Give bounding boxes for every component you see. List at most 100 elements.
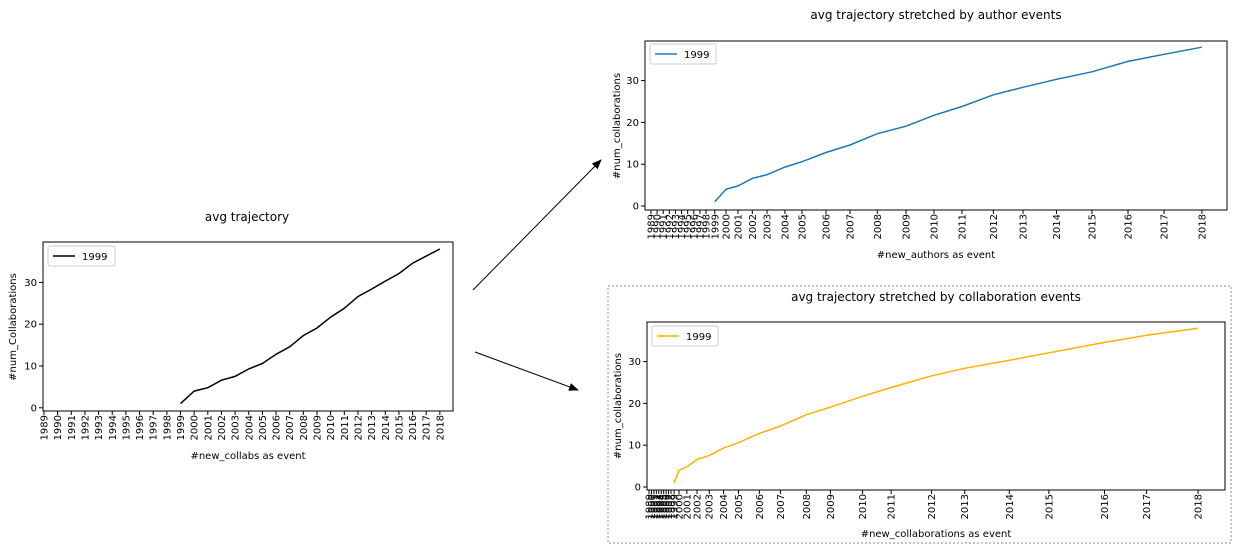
x-tick-label: 2005 bbox=[798, 214, 809, 239]
x-tick-label: 2007 bbox=[285, 415, 296, 440]
x-tick-label: 2012 bbox=[353, 415, 364, 440]
y-axis-label: #num_Collaborations bbox=[8, 273, 19, 381]
x-tick-label: 2005 bbox=[734, 494, 745, 519]
x-tick-label: 1999 bbox=[670, 494, 681, 519]
x-tick-label: 2016 bbox=[1100, 494, 1111, 519]
x-tick-label: 2018 bbox=[1194, 494, 1205, 519]
x-tick-label: 2009 bbox=[313, 415, 324, 440]
x-tick-label: 2003 bbox=[231, 415, 242, 440]
y-tick-label: 0 bbox=[635, 483, 641, 494]
x-tick-label: 2003 bbox=[763, 214, 774, 239]
x-tick-label: 2009 bbox=[902, 214, 913, 239]
x-tick-label: 2002 bbox=[217, 415, 228, 440]
x-tick-label: 2015 bbox=[1044, 494, 1055, 519]
x-tick-label: 2002 bbox=[748, 214, 759, 239]
x-tick-label: 2009 bbox=[826, 494, 837, 519]
x-tick-label: 1991 bbox=[649, 494, 660, 519]
x-tick-label: 2000 bbox=[722, 214, 733, 239]
x-tick-label: 1996 bbox=[135, 415, 146, 440]
x-tick-label: 1994 bbox=[108, 415, 119, 440]
x-tick-label: 2011 bbox=[958, 214, 969, 239]
x-tick-label: 2004 bbox=[244, 415, 255, 440]
x-tick-label: 2005 bbox=[258, 415, 269, 440]
x-tick-label: 1997 bbox=[695, 214, 706, 239]
chart-author-events: avg trajectory stretched by author event… bbox=[612, 8, 1228, 261]
x-tick-label: 2011 bbox=[340, 415, 351, 440]
x-tick-label: 2007 bbox=[776, 494, 787, 519]
y-tick-label: 0 bbox=[633, 202, 639, 213]
y-tick-label: 30 bbox=[626, 76, 639, 87]
x-tick-label: 1993 bbox=[94, 415, 105, 440]
x-tick-label: 1990 bbox=[653, 214, 664, 239]
x-tick-label: 2008 bbox=[873, 214, 884, 239]
y-tick-label: 20 bbox=[626, 118, 639, 129]
x-tick-label: 1996 bbox=[689, 214, 700, 239]
y-tick-label: 0 bbox=[31, 403, 37, 414]
x-tick-label: 1991 bbox=[659, 214, 670, 239]
x-tick-label: 1995 bbox=[659, 494, 670, 519]
plot-frame bbox=[646, 321, 1226, 491]
plot-frame bbox=[42, 241, 454, 412]
x-tick-label: 2006 bbox=[822, 214, 833, 239]
x-tick-label: 2010 bbox=[326, 415, 337, 440]
x-tick-label: 1993 bbox=[671, 214, 682, 239]
x-ticks: 1989199019911992199319941995199619971998… bbox=[647, 210, 1208, 239]
x-tick-label: 1998 bbox=[667, 494, 678, 519]
series-line bbox=[179, 248, 441, 405]
chart-title: avg trajectory stretched by collaboratio… bbox=[791, 290, 1081, 304]
x-tick-label: 2008 bbox=[299, 415, 310, 440]
arrow-to-author-chart bbox=[472, 159, 602, 291]
x-tick-label: 1991 bbox=[67, 415, 78, 440]
x-tick-label: 1989 bbox=[647, 214, 658, 239]
x-tick-label: 2000 bbox=[190, 415, 201, 440]
x-tick-label: 1998 bbox=[162, 415, 173, 440]
x-tick-label: 1996 bbox=[662, 494, 673, 519]
legend-label: 1999 bbox=[82, 252, 107, 263]
x-tick-label: 1992 bbox=[652, 494, 663, 519]
x-tick-label: 2000 bbox=[675, 494, 686, 519]
legend: 1999 bbox=[649, 43, 717, 65]
x-tick-label: 1994 bbox=[677, 214, 688, 239]
x-tick-label: 2008 bbox=[802, 494, 813, 519]
x-tick-label: 2014 bbox=[1005, 494, 1016, 519]
legend-box bbox=[649, 43, 717, 65]
x-tick-label: 2012 bbox=[989, 214, 1000, 239]
x-tick-label: 2018 bbox=[435, 415, 446, 440]
x-tick-label: 1989 bbox=[40, 415, 51, 440]
legend-label: 1999 bbox=[686, 332, 711, 343]
chart-title: avg trajectory stretched by author event… bbox=[810, 8, 1061, 22]
x-tick-label: 1997 bbox=[149, 415, 160, 440]
x-tick-label: 2012 bbox=[927, 494, 938, 519]
x-axis-label: #new_collaborations as event bbox=[861, 529, 1012, 540]
x-tick-label: 1989 bbox=[645, 494, 656, 519]
x-tick-label: 1990 bbox=[647, 494, 658, 519]
x-tick-label: 1992 bbox=[80, 415, 91, 440]
series-line bbox=[714, 46, 1203, 203]
y-tick-label: 10 bbox=[24, 362, 37, 373]
x-axis-label: #new_collabs as event bbox=[190, 451, 305, 462]
x-tick-label: 1995 bbox=[121, 415, 132, 440]
y-ticks: 0 10 20 30 bbox=[628, 357, 647, 494]
x-tick-label: 2010 bbox=[858, 494, 869, 519]
x-tick-label: 2015 bbox=[394, 415, 405, 440]
legend: 1999 bbox=[651, 325, 719, 347]
x-ticks: 1989199019911992199319941995199619971998… bbox=[645, 490, 1205, 519]
plot-frame bbox=[644, 40, 1228, 211]
x-tick-label: 2001 bbox=[203, 415, 214, 440]
x-tick-label: 1999 bbox=[710, 214, 721, 239]
x-tick-label: 2010 bbox=[930, 214, 941, 239]
x-tick-label: 2016 bbox=[1124, 214, 1135, 239]
chart-title: avg trajectory bbox=[205, 210, 289, 224]
x-tick-label: 2017 bbox=[422, 415, 433, 440]
x-tick-label: 2003 bbox=[705, 494, 716, 519]
x-tick-label: 2013 bbox=[367, 415, 378, 440]
x-tick-label: 2006 bbox=[272, 415, 283, 440]
y-tick-label: 10 bbox=[628, 441, 641, 452]
x-tick-label: 2001 bbox=[734, 214, 745, 239]
y-tick-label: 20 bbox=[628, 399, 641, 410]
x-tick-label: 2016 bbox=[408, 415, 419, 440]
x-tick-label: 1993 bbox=[654, 494, 665, 519]
